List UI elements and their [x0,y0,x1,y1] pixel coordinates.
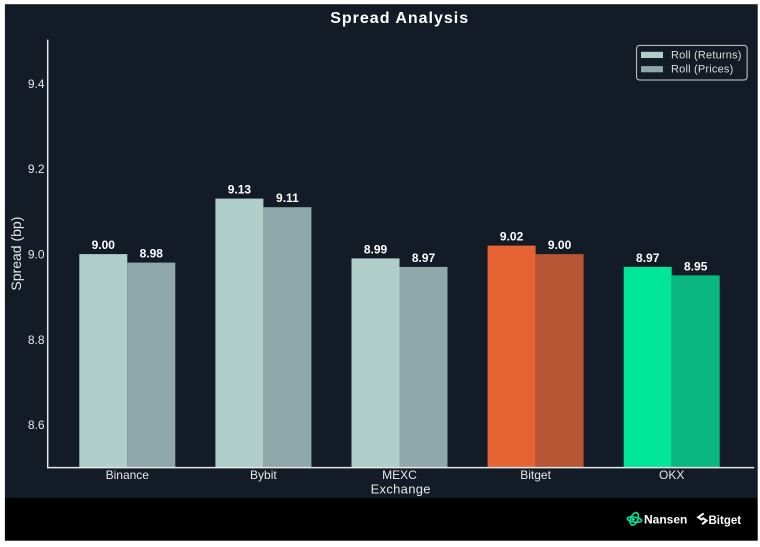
svg-text:8.8: 8.8 [28,333,45,347]
svg-text:9.0: 9.0 [28,248,45,262]
svg-text:8.98: 8.98 [140,247,164,261]
svg-text:Binance: Binance [106,468,150,482]
svg-text:9.02: 9.02 [500,230,524,244]
svg-text:Roll (Returns): Roll (Returns) [671,49,742,61]
svg-text:Spread (bp): Spread (bp) [8,217,24,291]
svg-text:Nansen: Nansen [644,513,687,527]
svg-text:Bybit: Bybit [250,468,277,482]
svg-text:Bitget: Bitget [709,515,742,527]
svg-text:MEXC: MEXC [382,468,417,482]
svg-text:8.97: 8.97 [412,251,436,265]
svg-text:Spread Analysis: Spread Analysis [330,10,469,27]
svg-text:9.11: 9.11 [276,191,299,205]
svg-text:OKX: OKX [659,468,684,482]
svg-text:Roll (Prices): Roll (Prices) [671,64,734,76]
svg-text:Exchange: Exchange [371,482,431,497]
svg-text:9.4: 9.4 [28,77,45,91]
svg-text:8.97: 8.97 [636,251,660,265]
svg-text:8.6: 8.6 [28,418,45,432]
svg-text:8.95: 8.95 [684,259,708,273]
svg-text:9.00: 9.00 [548,238,572,252]
svg-text:Bitget: Bitget [520,468,551,482]
svg-text:8.99: 8.99 [364,242,388,256]
svg-text:9.2: 9.2 [28,162,45,176]
svg-text:9.13: 9.13 [228,183,252,197]
svg-text:9.00: 9.00 [92,238,116,252]
